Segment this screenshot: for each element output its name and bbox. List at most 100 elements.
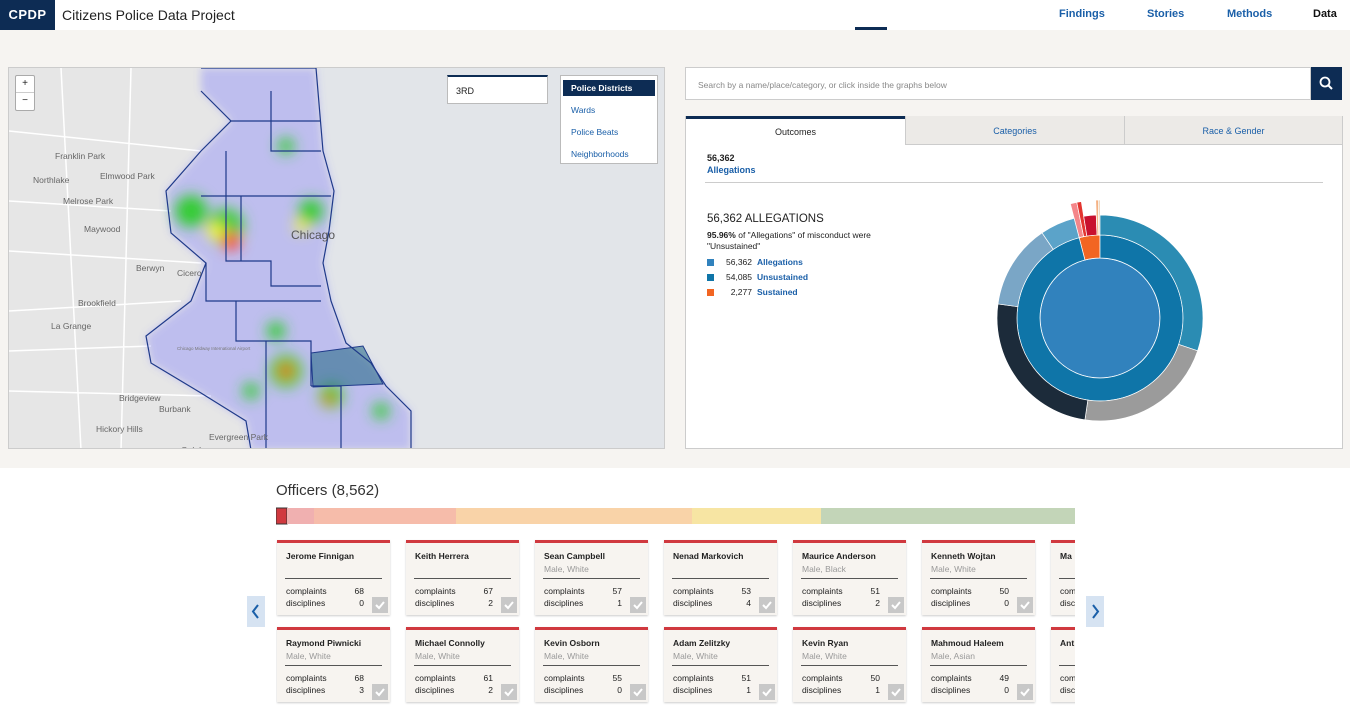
officer-card[interactable]: Adam Zelitzky Male, White complaints discip… — [664, 627, 777, 702]
distribution-bar[interactable] — [276, 507, 1076, 525]
disciplines-count: 0 — [359, 598, 364, 608]
site-title[interactable]: Citizens Police Data Project — [62, 7, 235, 23]
complaints-count: 53 — [741, 586, 751, 596]
center-circle — [1039, 257, 1161, 379]
complaints-count: 50 — [999, 586, 1009, 596]
disciplines-count: 4 — [746, 598, 751, 608]
place-label: Evergreen Park — [209, 432, 269, 442]
disciplines-label: disciplines — [286, 685, 326, 695]
logo[interactable]: CPDP — [0, 0, 55, 30]
officer-card[interactable]: Ant complaints disciplines — [1051, 627, 1075, 702]
compare-check[interactable] — [372, 597, 388, 613]
officer-card[interactable]: Ma complaints disciplines — [1051, 540, 1075, 615]
layer-option[interactable]: Neighborhoods — [571, 149, 629, 159]
officer-card[interactable]: Sean Campbell Male, White complaints discip… — [535, 540, 648, 615]
officer-card[interactable]: Nenad Markovich complaints disciplines 53 4 — [664, 540, 777, 615]
layer-option[interactable]: Police Districts — [563, 80, 655, 96]
tab[interactable]: Race & Gender — [1124, 116, 1342, 145]
compare-check[interactable] — [630, 684, 646, 700]
bar-segment[interactable] — [692, 508, 821, 524]
compare-check[interactable] — [1017, 597, 1033, 613]
disciplines-count: 2 — [488, 685, 493, 695]
legend-name[interactable]: Sustained — [757, 287, 798, 297]
map-search[interactable]: 3RD — [447, 75, 548, 104]
breadcrumb-label[interactable]: Allegations — [707, 165, 756, 175]
officer-demographic: Male, White — [931, 564, 976, 574]
nav-link[interactable]: Stories — [1147, 8, 1185, 20]
disciplines-label: disciplines — [1060, 685, 1075, 695]
check-icon — [504, 688, 514, 697]
summary-sentence: of "Allegations" of misconduct were "Uns… — [707, 230, 871, 251]
bar-segment[interactable] — [314, 508, 456, 524]
officer-name: Kevin Ryan — [802, 638, 849, 648]
check-icon — [762, 601, 772, 610]
complaints-count: 51 — [741, 673, 751, 683]
compare-check[interactable] — [372, 684, 388, 700]
search-button[interactable] — [1311, 67, 1342, 100]
disciplines-label: disciplines — [673, 685, 713, 695]
nav-link[interactable]: Findings — [1059, 8, 1105, 20]
sunburst-chart[interactable] — [985, 190, 1215, 430]
compare-check[interactable] — [888, 597, 904, 613]
legend-name[interactable]: Allegations — [757, 257, 803, 267]
check-icon — [633, 688, 643, 697]
card-divider — [1059, 578, 1075, 579]
officer-card[interactable]: Jerome Finnigan complaints disciplines 68 0 — [277, 540, 390, 615]
compare-check[interactable] — [759, 684, 775, 700]
tab[interactable]: Outcomes — [686, 116, 905, 145]
legend-name[interactable]: Unsustained — [757, 272, 809, 282]
officer-card[interactable]: Mahmoud Haleem Male, Asian complaints disci… — [922, 627, 1035, 702]
compare-check[interactable] — [888, 684, 904, 700]
bar-segment[interactable] — [456, 508, 692, 524]
arrow-icon — [1092, 604, 1100, 619]
officer-card[interactable]: Kevin Osborn Male, White complaints discipl… — [535, 627, 648, 702]
selected-district[interactable] — [310, 345, 384, 388]
nav-link[interactable]: Methods — [1227, 8, 1273, 20]
complaints-count: 68 — [354, 586, 364, 596]
complaints-label: complaints — [673, 586, 714, 596]
prev-arrow[interactable] — [247, 596, 265, 627]
nav-link[interactable]: Data — [1313, 8, 1337, 20]
compare-check[interactable] — [1017, 684, 1033, 700]
disciplines-label: disciplines — [286, 598, 326, 608]
bar-segment[interactable] — [287, 508, 314, 524]
complaints-label: complaints — [286, 586, 327, 596]
search-icon — [1319, 76, 1333, 90]
tab[interactable]: Categories — [905, 116, 1124, 145]
officer-card[interactable]: Raymond Piwnicki Male, White complaints dis… — [277, 627, 390, 702]
bar-segment[interactable] — [821, 508, 1075, 524]
compare-check[interactable] — [501, 597, 517, 613]
compare-check[interactable] — [759, 597, 775, 613]
officer-name: Kevin Osborn — [544, 638, 600, 648]
legend-swatch — [707, 259, 714, 266]
complaints-label: complaints — [673, 673, 714, 683]
search-input[interactable]: Search by a name/place/category, or clic… — [685, 67, 1311, 100]
officer-card[interactable]: Kenneth Wojtan Male, White complaints disci… — [922, 540, 1035, 615]
zoom-in[interactable]: + — [16, 76, 34, 93]
complaints-label: complaints — [415, 586, 456, 596]
officer-card[interactable]: Kevin Ryan Male, White complaints disciplin… — [793, 627, 906, 702]
officer-card[interactable]: Maurice Anderson Male, Black complaints dis… — [793, 540, 906, 615]
officer-name: Raymond Piwnicki — [286, 638, 362, 648]
officer-card[interactable]: Michael Connolly Male, White complaints dis… — [406, 627, 519, 702]
officer-name: Maurice Anderson — [802, 551, 876, 561]
layer-option[interactable]: Police Beats — [571, 127, 619, 137]
disciplines-label: disciplines — [415, 685, 455, 695]
officer-card[interactable]: Keith Herrera complaints disciplines 67 2 — [406, 540, 519, 615]
check-icon — [1020, 688, 1030, 697]
bar-segment[interactable] — [276, 507, 288, 525]
complaints-count: 68 — [354, 673, 364, 683]
layer-option[interactable]: Wards — [571, 105, 596, 115]
next-arrow[interactable] — [1086, 596, 1104, 627]
heat-spots — [175, 138, 389, 419]
compare-check[interactable] — [501, 684, 517, 700]
place-label: Chicago Midway International Airport — [177, 346, 251, 351]
disciplines-label: disciplines — [415, 598, 455, 608]
place-label: La Grange — [51, 321, 91, 331]
complaints-count: 49 — [999, 673, 1009, 683]
compare-check[interactable] — [630, 597, 646, 613]
disciplines-label: disciplines — [931, 598, 971, 608]
zoom-out[interactable]: − — [22, 95, 28, 106]
arrow-icon — [251, 604, 259, 619]
card-divider — [543, 578, 640, 579]
